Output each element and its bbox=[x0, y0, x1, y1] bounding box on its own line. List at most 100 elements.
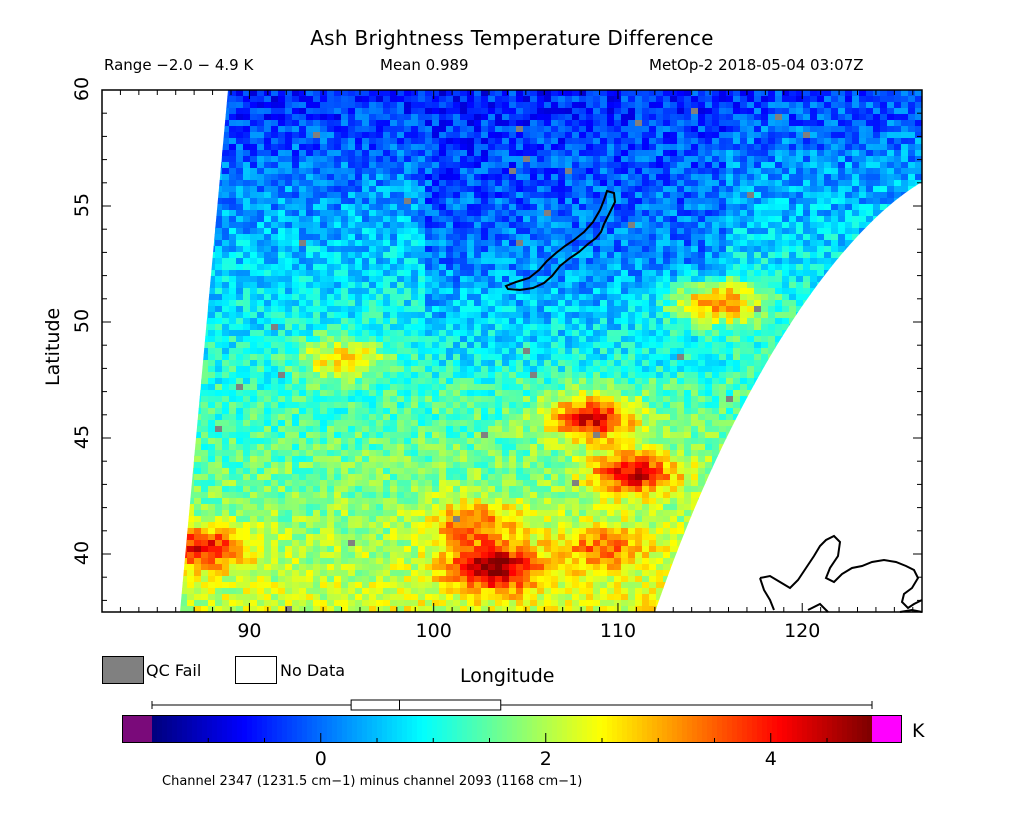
no-data-label: No Data bbox=[280, 661, 346, 680]
colorbar-segment bbox=[157, 715, 163, 743]
colorbar-segment bbox=[217, 715, 223, 743]
colorbar-segment bbox=[597, 715, 603, 743]
colorbar-segment bbox=[602, 715, 608, 743]
colorbar-segment bbox=[617, 715, 623, 743]
colorbar-segment bbox=[202, 715, 208, 743]
colorbar-segment bbox=[182, 715, 188, 743]
colorbar-segment bbox=[792, 715, 798, 743]
x-tick-label: 100 bbox=[415, 620, 452, 642]
colorbar-segment bbox=[807, 715, 813, 743]
colorbar-segment bbox=[787, 715, 793, 743]
colorbar-segment bbox=[367, 715, 373, 743]
colorbar-segment bbox=[407, 715, 413, 743]
colorbar-segment bbox=[417, 715, 423, 743]
colorbar-segment bbox=[517, 715, 523, 743]
colorbar-segment bbox=[622, 715, 628, 743]
colorbar-segment bbox=[582, 715, 588, 743]
colorbar-segment bbox=[752, 715, 758, 743]
colorbar-segment bbox=[397, 715, 403, 743]
colorbar-segment bbox=[722, 715, 728, 743]
colorbar-segment bbox=[262, 715, 268, 743]
colorbar-segment bbox=[702, 715, 708, 743]
colorbar-segment bbox=[547, 715, 553, 743]
colorbar-segment bbox=[632, 715, 638, 743]
colorbar-segment bbox=[162, 715, 168, 743]
colorbar-segment bbox=[797, 715, 803, 743]
colorbar-segment bbox=[587, 715, 593, 743]
colorbar-segment bbox=[672, 715, 678, 743]
colorbar-segment bbox=[332, 715, 338, 743]
colorbar-segment bbox=[822, 715, 828, 743]
colorbar-segment bbox=[747, 715, 753, 743]
colorbar-segment bbox=[727, 715, 733, 743]
colorbar-segment bbox=[212, 715, 218, 743]
x-tick-label: 110 bbox=[599, 620, 637, 642]
colorbar-segment bbox=[177, 715, 183, 743]
colorbar-segment bbox=[152, 715, 158, 743]
colorbar-tick-label: 0 bbox=[314, 748, 327, 770]
colorbar-segment bbox=[452, 715, 458, 743]
colorbar-segment bbox=[172, 715, 178, 743]
colorbar-segment bbox=[732, 715, 738, 743]
colorbar-segment bbox=[867, 715, 873, 743]
colorbar-segment bbox=[297, 715, 303, 743]
colorbar-segment bbox=[572, 715, 578, 743]
colorbar-segment bbox=[477, 715, 483, 743]
colorbar-tick-label: 4 bbox=[764, 748, 777, 770]
lake-baikal-outline bbox=[504, 189, 617, 292]
colorbar-segment bbox=[662, 715, 668, 743]
colorbar-segment bbox=[392, 715, 398, 743]
colorbar-segment bbox=[402, 715, 408, 743]
colorbar-segment bbox=[562, 715, 568, 743]
colorbar-segment bbox=[302, 715, 308, 743]
colorbar-segment bbox=[442, 715, 448, 743]
colorbar-segment bbox=[637, 715, 643, 743]
colorbar-segment bbox=[387, 715, 393, 743]
colorbar-segment bbox=[852, 715, 858, 743]
colorbar-segment bbox=[497, 715, 503, 743]
boxplot-box bbox=[350, 699, 502, 711]
colorbar-segment bbox=[472, 715, 478, 743]
coastline-outline bbox=[759, 534, 923, 613]
colorbar-segment bbox=[347, 715, 353, 743]
colorbar-segment bbox=[522, 715, 528, 743]
qc-fail-swatch bbox=[102, 656, 144, 684]
colorbar-segment bbox=[652, 715, 658, 743]
colorbar-segment bbox=[647, 715, 653, 743]
colorbar-segment bbox=[817, 715, 823, 743]
colorbar-segment bbox=[762, 715, 768, 743]
colorbar-segment bbox=[832, 715, 838, 743]
colorbar-segment bbox=[552, 715, 558, 743]
axis-ticks bbox=[102, 89, 922, 612]
colorbar-segment bbox=[742, 715, 748, 743]
colorbar-segment bbox=[717, 715, 723, 743]
colorbar-segment bbox=[502, 715, 508, 743]
no-data-swatch bbox=[235, 656, 277, 684]
colorbar-segment bbox=[527, 715, 533, 743]
range-text: Range −2.0 − 4.9 K bbox=[104, 56, 254, 74]
colorbar-underflow bbox=[122, 715, 152, 743]
mean-text: Mean 0.989 bbox=[380, 56, 469, 74]
colorbar-segment bbox=[542, 715, 548, 743]
x-axis-label: Longitude bbox=[460, 665, 555, 687]
colorbar-segment bbox=[682, 715, 688, 743]
colorbar-segment bbox=[592, 715, 598, 743]
colorbar-segment bbox=[842, 715, 848, 743]
colorbar-segment bbox=[457, 715, 463, 743]
colorbar-segment bbox=[642, 715, 648, 743]
colorbar-segment bbox=[467, 715, 473, 743]
colorbar-segment bbox=[697, 715, 703, 743]
colorbar-segment bbox=[317, 715, 323, 743]
colorbar-segment bbox=[412, 715, 418, 743]
channel-description: Channel 2347 (1231.5 cm−1) minus channel… bbox=[162, 774, 583, 789]
colorbar-segment bbox=[577, 715, 583, 743]
colorbar-segment bbox=[342, 715, 348, 743]
colorbar-segment bbox=[352, 715, 358, 743]
colorbar-segment bbox=[827, 715, 833, 743]
colorbar-segment bbox=[322, 715, 328, 743]
colorbar-segment bbox=[687, 715, 693, 743]
colorbar-segment bbox=[422, 715, 428, 743]
colorbar-segment bbox=[512, 715, 518, 743]
